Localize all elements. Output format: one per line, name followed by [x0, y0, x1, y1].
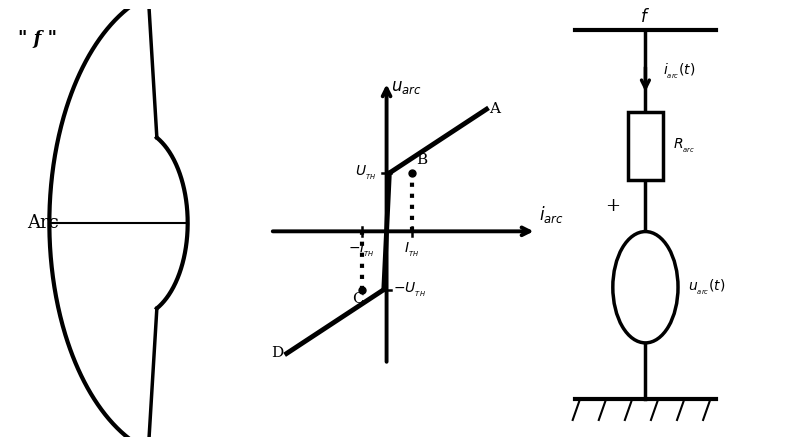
Text: C: C: [353, 293, 364, 306]
Text: " f ": " f ": [18, 30, 57, 48]
Text: $i_{_{arc}}(t)$: $i_{_{arc}}(t)$: [663, 62, 696, 81]
Text: B: B: [416, 153, 427, 168]
Text: +: +: [605, 197, 621, 215]
Text: $-I_{_{TH}}$: $-I_{_{TH}}$: [348, 241, 375, 260]
Text: Arc: Arc: [28, 214, 59, 232]
Text: $u_{_{arc}}(t)$: $u_{_{arc}}(t)$: [688, 278, 726, 297]
Text: $i_{arc}$: $i_{arc}$: [540, 204, 564, 225]
Bar: [628, 112, 663, 180]
Text: $I_{_{TH}}$: $I_{_{TH}}$: [404, 241, 419, 260]
Text: A: A: [489, 102, 500, 116]
Text: $R_{_{arc}}$: $R_{_{arc}}$: [673, 137, 695, 155]
Text: D: D: [272, 347, 284, 360]
Text: $f$: $f$: [641, 8, 650, 26]
Text: $-U_{_{TH}}$: $-U_{_{TH}}$: [393, 281, 426, 299]
Text: $u_{arc}$: $u_{arc}$: [391, 78, 421, 95]
Circle shape: [613, 231, 678, 343]
Text: $U_{_{TH}}$: $U_{_{TH}}$: [355, 164, 376, 182]
